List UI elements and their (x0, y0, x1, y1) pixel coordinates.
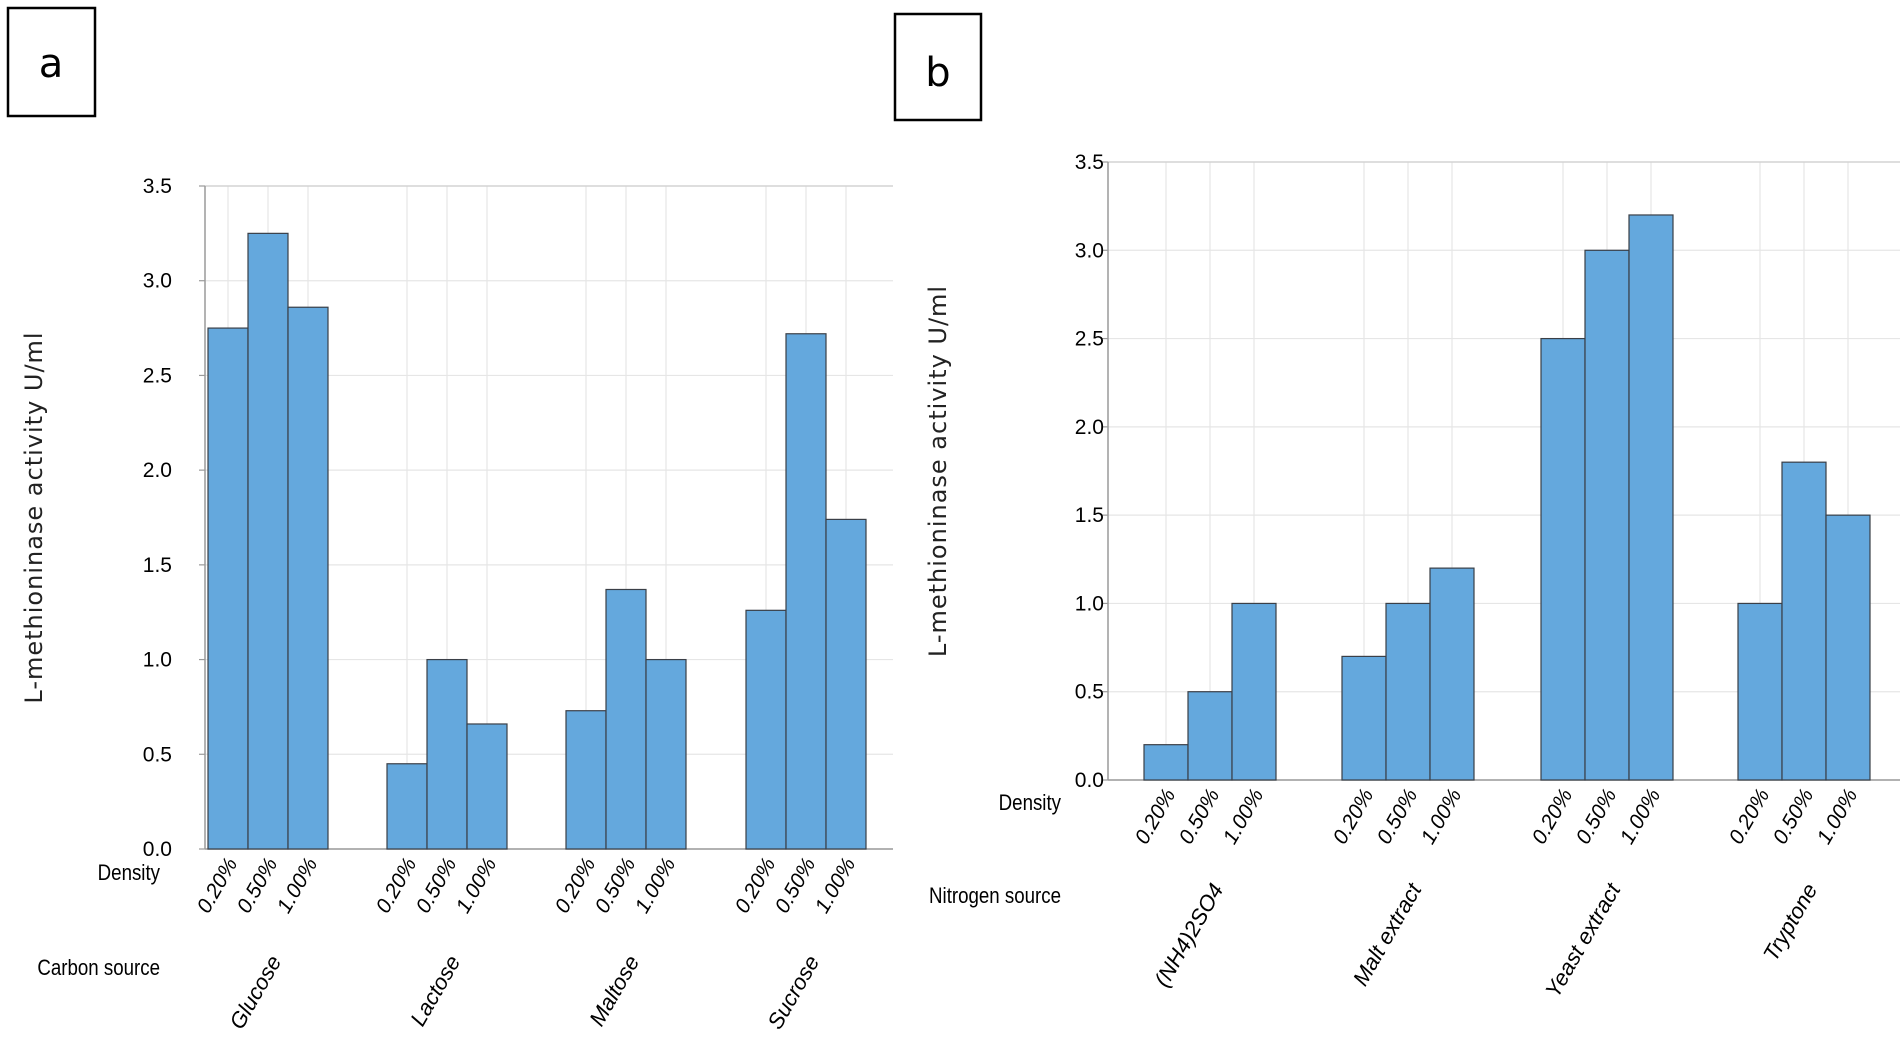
category-label-yeast-extract: Yeast extract (1540, 878, 1626, 1001)
bar-yeast-extract-0-20 (1540, 337, 1586, 781)
density-label-sucrose-1-00: 1.00% (811, 854, 861, 917)
density-label-malt-extract-0-20: 0.20% (1329, 785, 1379, 848)
y-tick-label: 2.5 (1075, 328, 1104, 351)
bar-lactose-0-20 (386, 763, 428, 850)
bar-nh4-2so4-0-20 (1143, 744, 1189, 781)
bar-lactose-1-00 (466, 723, 508, 850)
density-label-yeast-extract-0-50: 0.50% (1572, 785, 1622, 848)
chart-nitrogen-source: 0.0 0.5 1.0 1.5 2.0 2.5 3.0 3.5 L-methioninase a… (924, 151, 1900, 1002)
y-axis-title: L-methioninase activity U/ml (20, 331, 48, 703)
density-label-yeast-extract-1-00: 1.00% (1616, 785, 1666, 848)
y-tick-label: 1.5 (1075, 504, 1104, 527)
category-label-lactose: Lactose (405, 951, 465, 1030)
y-axis-title: L-methioninase activity U/ml (924, 285, 952, 657)
bar-glucose-1-00 (287, 306, 329, 850)
bar-sucrose-0-20 (745, 609, 787, 850)
panel-b-label-box: b (893, 12, 983, 122)
y-tick-label: 2.0 (1075, 416, 1104, 439)
y-tick-label: 3.5 (1075, 151, 1104, 174)
group-row-label: Nitrogen source (929, 885, 1061, 909)
density-label-yeast-extract-0-20: 0.20% (1528, 785, 1578, 848)
density-label-tryptone-0-50: 0.50% (1769, 785, 1819, 848)
density-label-malt-extract-1-00: 1.00% (1417, 785, 1467, 848)
density-label-tryptone-0-20: 0.20% (1725, 785, 1775, 848)
bar-tryptone-0-50 (1781, 461, 1827, 781)
bar-yeast-extract-1-00 (1628, 214, 1674, 781)
panel-a-label-box: a (6, 6, 97, 118)
y-tick-label: 0.0 (143, 838, 172, 861)
density-label-tryptone-1-00: 1.00% (1813, 785, 1863, 848)
bar-sucrose-0-50 (785, 333, 827, 850)
category-label-glucose: Glucose (224, 951, 286, 1033)
y-tick-label: 2.0 (143, 459, 172, 482)
density-row-label: Density (999, 792, 1062, 816)
bar-maltose-0-20 (565, 710, 607, 850)
group-row-label: Carbon source (37, 957, 160, 981)
density-label-malt-extract-0-50: 0.50% (1373, 785, 1423, 848)
y-tick-label: 0.5 (1075, 681, 1104, 704)
density-label-lactose-1-00: 1.00% (452, 854, 502, 917)
category-label-tryptone: Tryptone (1758, 879, 1822, 965)
y-tick-label: 1.5 (143, 554, 172, 577)
y-tick-label: 3.0 (143, 270, 172, 293)
y-tick-label: 1.0 (143, 649, 172, 672)
bar-nh4-2so4-1-00 (1231, 602, 1277, 781)
bar-lactose-0-50 (426, 658, 468, 850)
density-label-nh4-2so4-1-00: 1.00% (1219, 785, 1269, 848)
y-tick-label: 3.5 (143, 175, 172, 198)
y-tick-label: 3.0 (1075, 239, 1104, 262)
bar-yeast-extract-0-50 (1584, 249, 1630, 781)
category-label-sucrose: Sucrose (762, 951, 824, 1033)
bar-glucose-0-20 (207, 327, 249, 850)
bar-malt-extract-0-50 (1385, 602, 1431, 781)
y-tick-label: 2.5 (143, 364, 172, 387)
density-label-maltose-1-00: 1.00% (631, 854, 681, 917)
bar-tryptone-1-00 (1825, 514, 1871, 781)
category-label-malt-extract: Malt extract (1348, 878, 1427, 990)
bar-sucrose-1-00 (825, 518, 867, 850)
density-label-glucose-1-00: 1.00% (273, 854, 323, 917)
bar-nh4-2so4-0-50 (1187, 691, 1233, 781)
y-tick-label: 1.0 (1075, 592, 1104, 615)
density-label-nh4-2so4-0-50: 0.50% (1175, 785, 1225, 848)
bar-malt-extract-0-20 (1341, 655, 1387, 781)
bar-maltose-1-00 (645, 658, 687, 850)
y-tick-label: 0.0 (1075, 769, 1104, 792)
panel-a-label: a (39, 41, 64, 87)
bar-glucose-0-50 (247, 232, 289, 850)
panel-b-label: b (925, 50, 950, 96)
chart-carbon-source: 0.0 0.5 1.0 1.5 2.0 2.5 3.0 3.5 L-methioninase a… (20, 175, 893, 1033)
density-label-nh4-2so4-0-20: 0.20% (1131, 785, 1181, 848)
y-tick-label: 0.5 (143, 743, 172, 766)
bar-malt-extract-1-00 (1429, 567, 1475, 781)
category-label-nh4-2so4: (NH4)2SO4 (1149, 879, 1228, 991)
density-row-label: Density (98, 862, 161, 886)
bar-maltose-0-50 (605, 588, 647, 850)
bar-tryptone-0-20 (1737, 602, 1783, 781)
category-label-maltose: Maltose (584, 951, 644, 1030)
